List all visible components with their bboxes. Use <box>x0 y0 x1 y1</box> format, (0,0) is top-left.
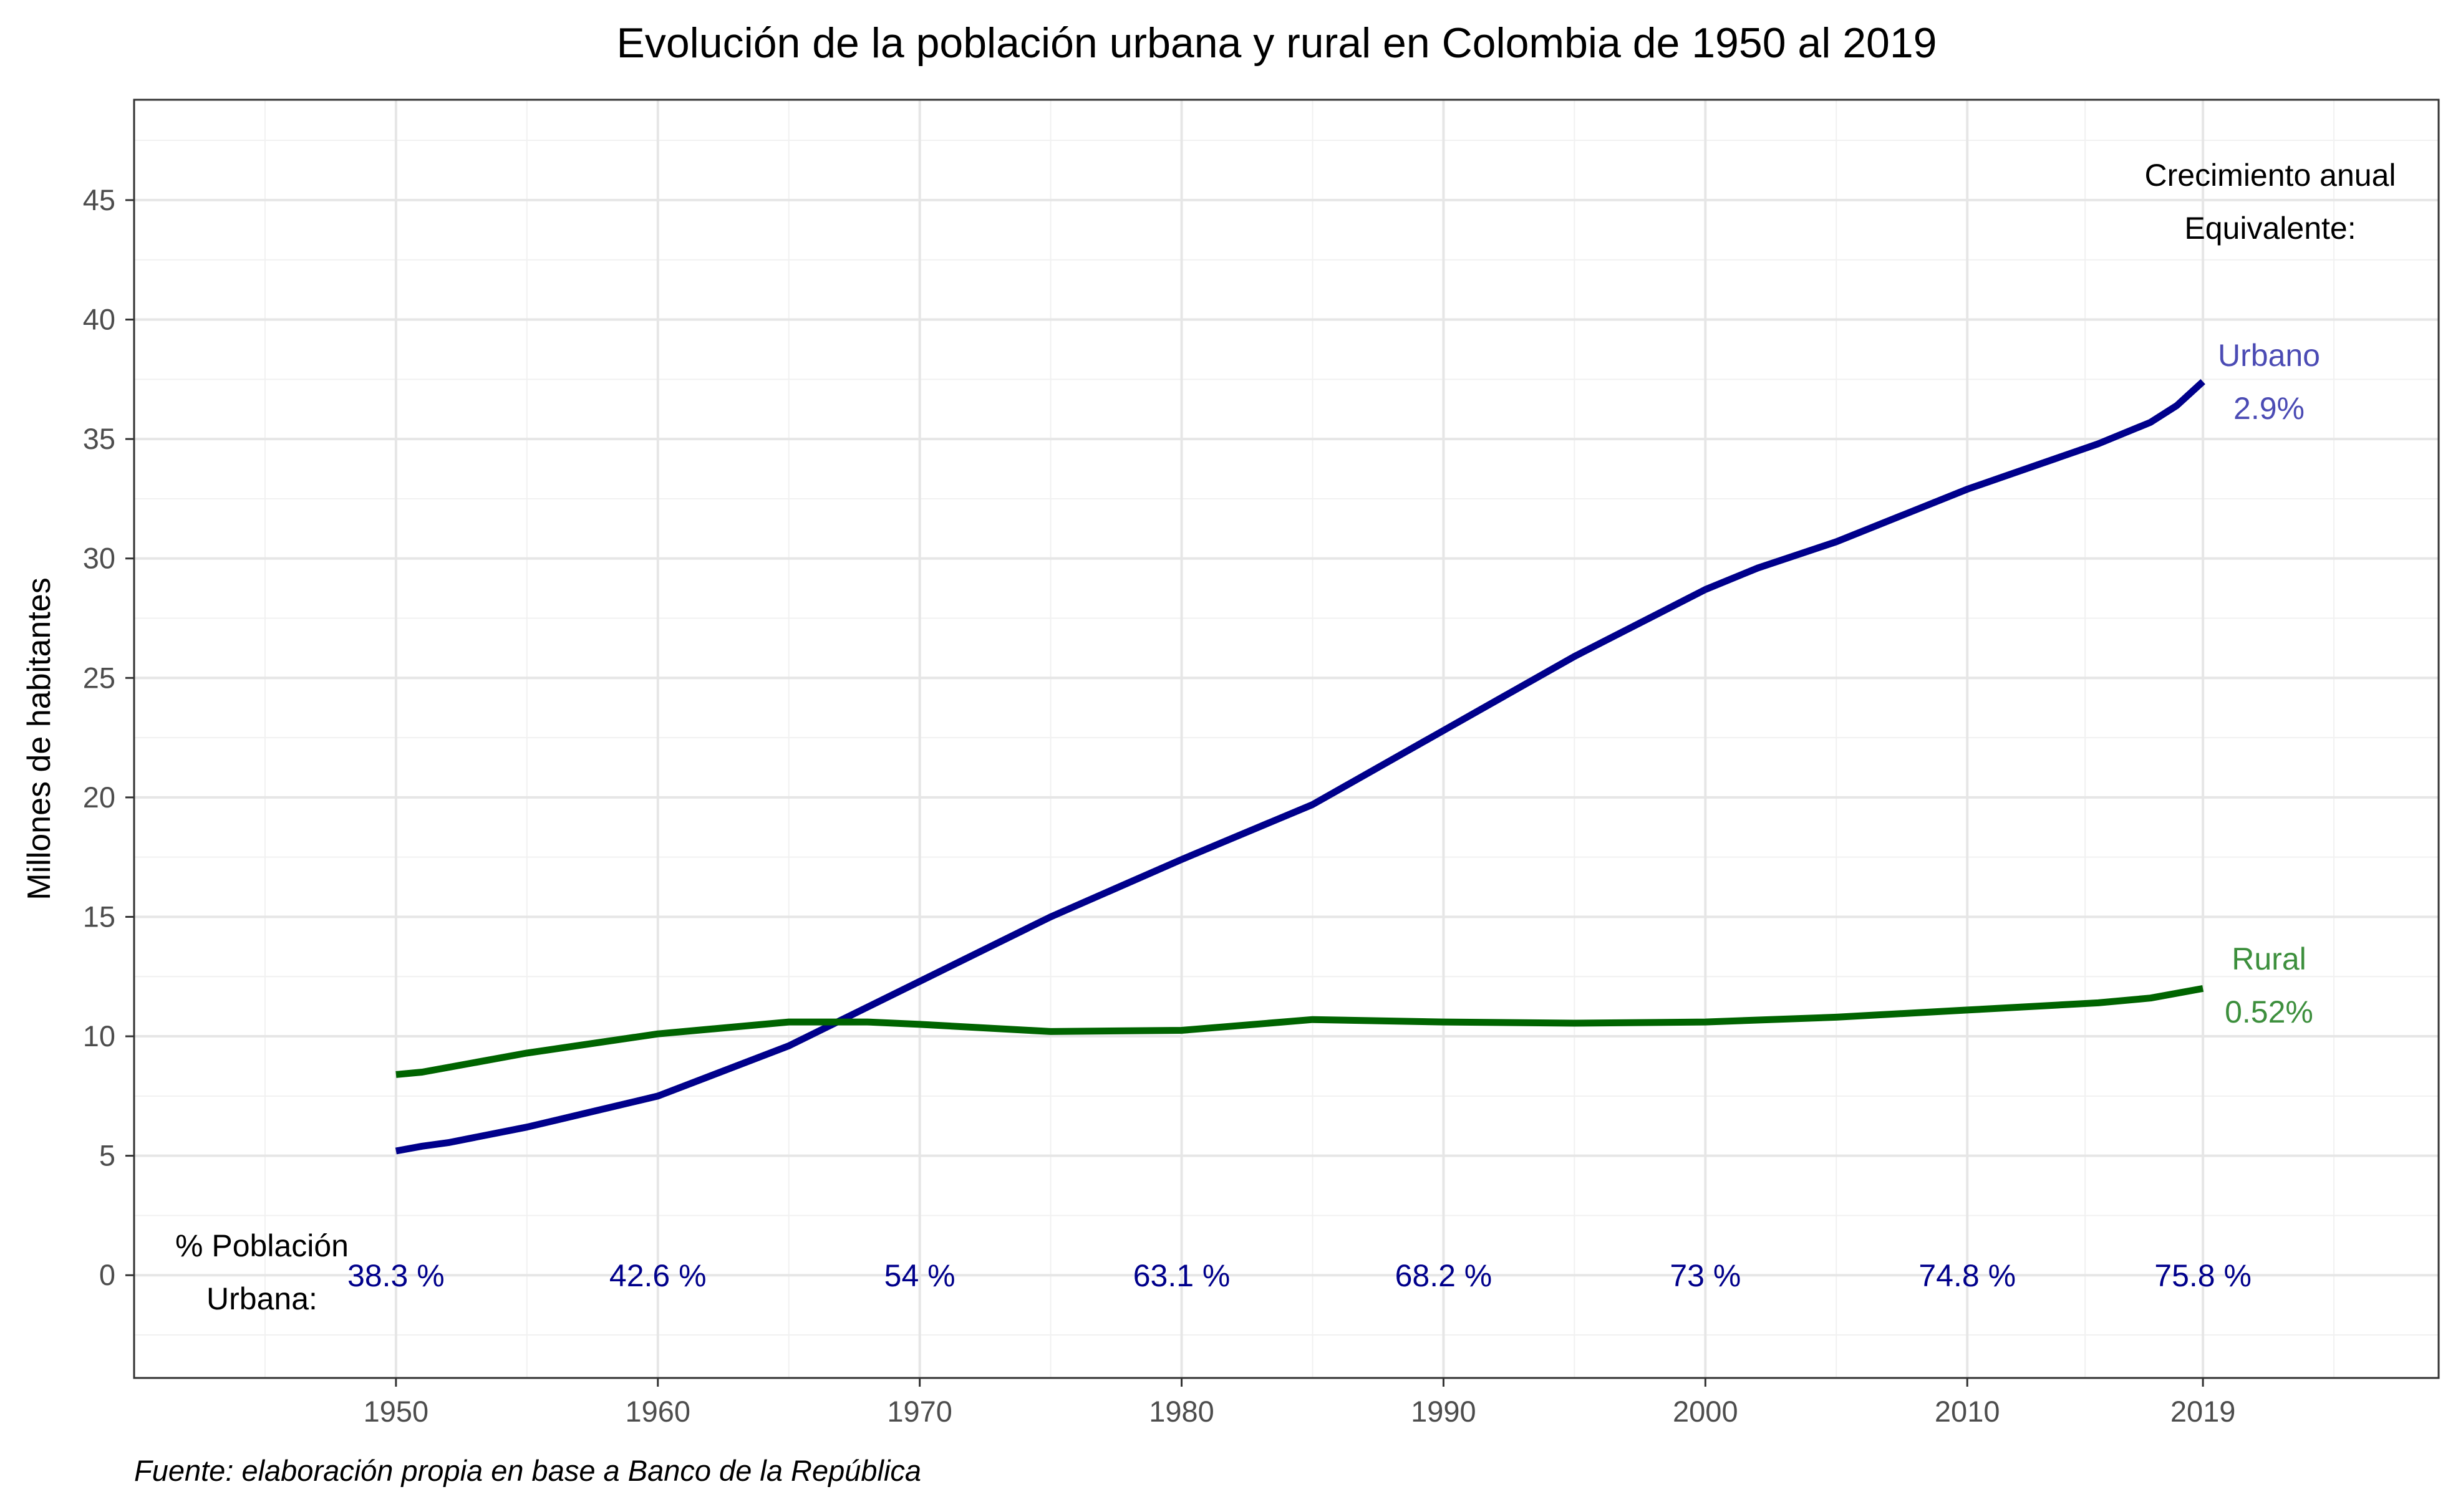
y-tick-label: 40 <box>83 303 115 336</box>
y-tick-label: 10 <box>83 1019 115 1052</box>
x-tick-label: 2000 <box>1673 1395 1738 1428</box>
chart-caption: Fuente: elaboración propia en base a Ban… <box>134 1454 921 1487</box>
y-tick-label: 0 <box>99 1258 115 1291</box>
grid <box>134 100 2439 1378</box>
y-tick-label: 25 <box>83 661 115 694</box>
urban-share-label: 75.8 % <box>2154 1258 2252 1293</box>
y-tick-label: 5 <box>99 1139 115 1172</box>
x-tick-label: 1980 <box>1149 1395 1214 1428</box>
urban-share-label: 74.8 % <box>1918 1258 2016 1293</box>
rural-series-label: Rural <box>2232 941 2306 976</box>
series-line-urbano <box>395 379 2205 1155</box>
y-tick-label: 35 <box>83 422 115 455</box>
y-tick-label: 30 <box>83 542 115 575</box>
x-tick-label: 1990 <box>1411 1395 1476 1428</box>
x-tick-label: 1970 <box>887 1395 952 1428</box>
pct-header-line2: Urbana: <box>206 1281 317 1316</box>
urban-share-label: 68.2 % <box>1395 1258 1493 1293</box>
x-tick-label: 1960 <box>625 1395 690 1428</box>
rural-growth-rate: 0.52% <box>2225 994 2313 1029</box>
y-tick-label: 20 <box>83 781 115 814</box>
urban-share-label: 73 % <box>1670 1258 1741 1293</box>
plot-panel-border <box>133 99 2440 1379</box>
y-tick-label: 15 <box>83 900 115 933</box>
pct-header-line1: % Población <box>175 1228 349 1263</box>
growth-header-line1: Crecimiento anual <box>2145 158 2396 193</box>
urban-growth-rate: 2.9% <box>2233 391 2305 426</box>
urban-series-label: Urbano <box>2218 338 2320 373</box>
urban-share-label: 42.6 % <box>609 1258 707 1293</box>
x-tick-label: 2010 <box>1935 1395 2000 1428</box>
series-group <box>395 379 2205 1155</box>
urban-share-label: 54 % <box>884 1258 955 1293</box>
series-line-rural <box>395 985 2204 1078</box>
urban-share-label: 63.1 % <box>1133 1258 1231 1293</box>
chart-title: Evolución de la población urbana y rural… <box>617 19 1937 67</box>
y-tick-label: 45 <box>83 183 115 216</box>
x-tick-label: 1950 <box>364 1395 429 1428</box>
y-axis-label: Millones de habitantes <box>21 577 57 900</box>
growth-header-line2: Equivalente: <box>2184 211 2356 246</box>
annotations: Crecimiento anual Equivalente: Urbano 2.… <box>175 158 2396 1316</box>
urban-share-label: 38.3 % <box>347 1258 445 1293</box>
x-tick-label: 2019 <box>2170 1395 2236 1428</box>
axes: 0 5 10 15 20 25 30 35 40 45 1950 1960 1970 1980 1990 20… <box>21 183 2235 1428</box>
